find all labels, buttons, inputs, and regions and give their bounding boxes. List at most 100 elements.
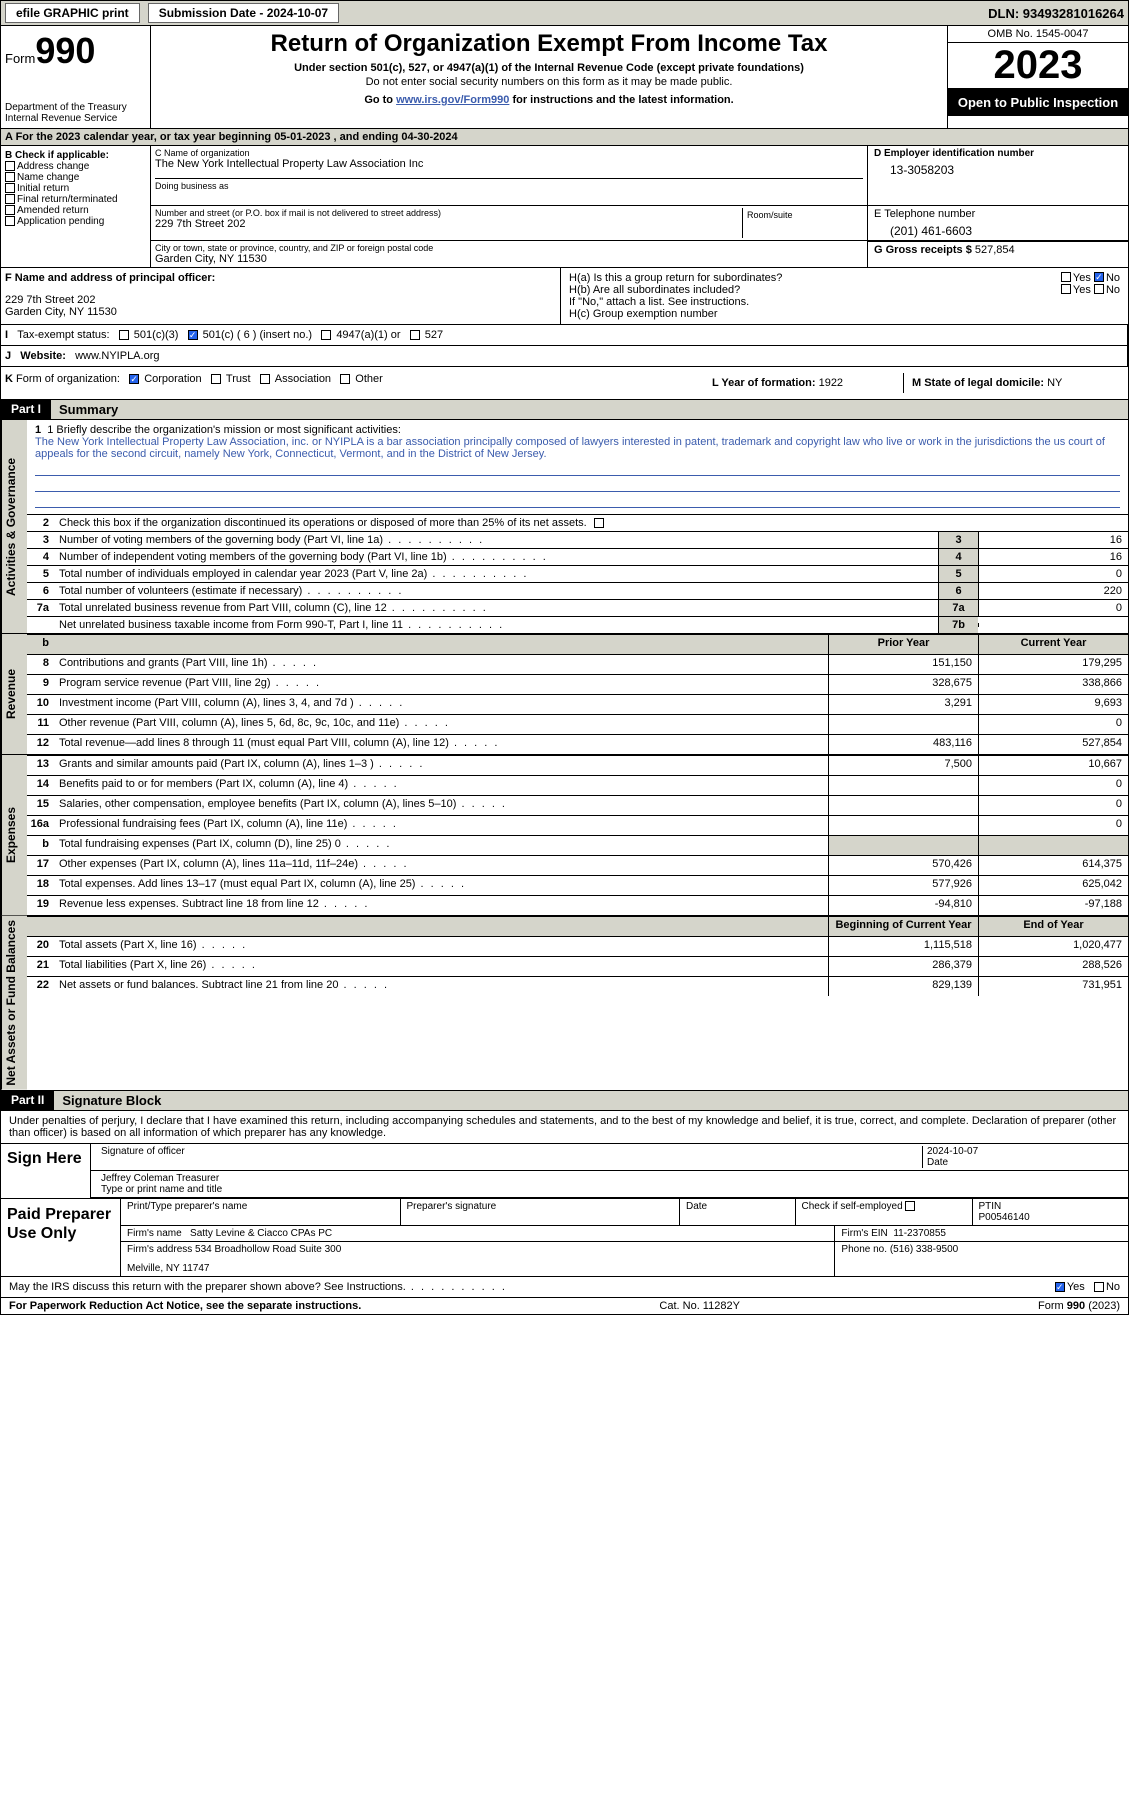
- checkbox-discontinued[interactable]: [594, 518, 604, 528]
- section-revenue: Revenue b Prior Year Current Year 8Contr…: [0, 634, 1129, 755]
- form-ref: Form 990 (2023): [1038, 1300, 1120, 1312]
- addr-value: 229 7th Street 202: [155, 218, 742, 230]
- hb-label: H(b) Are all subordinates included?: [569, 284, 1061, 296]
- room-label: Room/suite: [747, 210, 859, 220]
- f-label: F Name and address of principal officer:: [5, 272, 556, 284]
- checkbox-501c[interactable]: [188, 330, 198, 340]
- current-year-header: Current Year: [978, 635, 1128, 654]
- net-header-row: Beginning of Current Year End of Year: [27, 916, 1128, 936]
- form-header: Form990 Department of the Treasury Inter…: [0, 26, 1129, 129]
- section-b-checkboxes: B Check if applicable: Address change Na…: [1, 146, 151, 267]
- checkbox-discuss-yes[interactable]: [1055, 1282, 1065, 1292]
- checkbox-initial-return[interactable]: [5, 183, 15, 193]
- page-footer: For Paperwork Reduction Act Notice, see …: [0, 1298, 1129, 1315]
- signature-block: Under penalties of perjury, I declare th…: [0, 1111, 1129, 1199]
- header-left: Form990 Department of the Treasury Inter…: [1, 26, 151, 128]
- checkbox-other[interactable]: [340, 374, 350, 384]
- irs-form990-link[interactable]: www.irs.gov/Form990: [396, 94, 509, 106]
- f-addr2: Garden City, NY 11530: [5, 306, 556, 318]
- omb-number: OMB No. 1545-0047: [948, 26, 1128, 43]
- city-cell: City or town, state or province, country…: [151, 241, 868, 267]
- city-value: Garden City, NY 11530: [155, 253, 863, 265]
- checkbox-hb-yes[interactable]: [1061, 284, 1071, 294]
- efile-print-button[interactable]: efile GRAPHIC print: [5, 3, 140, 23]
- row-f-h: F Name and address of principal officer:…: [0, 268, 1129, 325]
- checkbox-final-return[interactable]: [5, 194, 15, 204]
- section-governance: Activities & Governance 1 1 Briefly desc…: [0, 420, 1129, 634]
- sig-date-label: Date: [927, 1157, 1118, 1168]
- eoy-header: End of Year: [978, 917, 1128, 936]
- hc-label: H(c) Group exemption number: [569, 308, 1120, 320]
- section-netassets: Net Assets or Fund Balances Beginning of…: [0, 916, 1129, 1091]
- checkbox-4947[interactable]: [321, 330, 331, 340]
- dba-label: Doing business as: [155, 178, 863, 191]
- irs-label: Internal Revenue Service: [5, 113, 146, 124]
- part2-label: Part II: [1, 1091, 54, 1110]
- ssn-note: Do not enter social security numbers on …: [159, 76, 939, 88]
- fin-row-b: bTotal fundraising expenses (Part IX, co…: [27, 835, 1128, 855]
- addr-label: Number and street (or P.O. box if mail i…: [155, 208, 742, 218]
- bcy-header: Beginning of Current Year: [828, 917, 978, 936]
- section-l: L Year of formation: 1922: [704, 373, 904, 393]
- firm-name: Satty Levine & Ciacco CPAs PC: [190, 1228, 332, 1239]
- checkbox-application-pending[interactable]: [5, 216, 15, 226]
- org-name: The New York Intellectual Property Law A…: [155, 158, 863, 170]
- checkbox-corporation[interactable]: [129, 374, 139, 384]
- mission-block: 1 1 Briefly describe the organization's …: [27, 420, 1128, 514]
- type-label: Type or print name and title: [101, 1184, 1118, 1195]
- addr-cell: Number and street (or P.O. box if mail i…: [151, 206, 868, 240]
- checkbox-501c3[interactable]: [119, 330, 129, 340]
- line-2: 2 Check this box if the organization dis…: [27, 514, 1128, 531]
- gross-label: G Gross receipts $: [874, 244, 972, 256]
- checkbox-ha-yes[interactable]: [1061, 272, 1071, 282]
- checkbox-hb-no[interactable]: [1094, 284, 1104, 294]
- mission-text: The New York Intellectual Property Law A…: [35, 436, 1120, 460]
- vlabel-revenue: Revenue: [1, 634, 27, 754]
- form-title: Return of Organization Exempt From Incom…: [159, 30, 939, 58]
- fin-row-8: 8Contributions and grants (Part VIII, li…: [27, 654, 1128, 674]
- checkbox-discuss-no[interactable]: [1094, 1282, 1104, 1292]
- fin-row-20: 20Total assets (Part X, line 16)1,115,51…: [27, 936, 1128, 956]
- gov-row-5: 5Total number of individuals employed in…: [27, 565, 1128, 582]
- part1-header: Part I Summary: [0, 400, 1129, 420]
- checkbox-ha-no[interactable]: [1094, 272, 1104, 282]
- fin-row-13: 13Grants and similar amounts paid (Part …: [27, 755, 1128, 775]
- section-d-ein: D Employer identification number 13-3058…: [868, 146, 1128, 205]
- firm-city: Melville, NY 11747: [127, 1263, 828, 1274]
- form-number: 990: [35, 30, 95, 71]
- cat-number: Cat. No. 11282Y: [361, 1300, 1038, 1312]
- gov-row-7a: 7aTotal unrelated business revenue from …: [27, 599, 1128, 616]
- checkbox-527[interactable]: [410, 330, 420, 340]
- fin-row-10: 10Investment income (Part VIII, column (…: [27, 694, 1128, 714]
- goto-line: Go to www.irs.gov/Form990 for instructio…: [159, 94, 939, 106]
- fin-row-9: 9Program service revenue (Part VIII, lin…: [27, 674, 1128, 694]
- checkbox-name-change[interactable]: [5, 172, 15, 182]
- row-j: J Website: www.NYIPLA.org: [0, 346, 1129, 367]
- form-word: Form: [5, 51, 35, 66]
- row-i: I Tax-exempt status: 501(c)(3) 501(c) ( …: [0, 325, 1129, 346]
- ptin-value: P00546140: [979, 1212, 1123, 1223]
- fin-row-21: 21Total liabilities (Part X, line 26)286…: [27, 956, 1128, 976]
- fin-row-19: 19Revenue less expenses. Subtract line 1…: [27, 895, 1128, 915]
- checkbox-amended-return[interactable]: [5, 205, 15, 215]
- checkbox-trust[interactable]: [211, 374, 221, 384]
- open-public-badge: Open to Public Inspection: [948, 89, 1128, 116]
- part1-label: Part I: [1, 400, 51, 419]
- paid-preparer-block: Paid Preparer Use Only Print/Type prepar…: [0, 1199, 1129, 1277]
- ein-value: 13-3058203: [874, 159, 1122, 177]
- firm-phone: (516) 338-9500: [890, 1244, 958, 1255]
- f-addr1: 229 7th Street 202: [5, 294, 556, 306]
- sign-here-label: Sign Here: [1, 1144, 91, 1198]
- checkbox-address-change[interactable]: [5, 161, 15, 171]
- section-expenses: Expenses 13Grants and similar amounts pa…: [0, 755, 1129, 916]
- irs-discuss-row: May the IRS discuss this return with the…: [0, 1277, 1129, 1298]
- firm-ein: 11-2370855: [893, 1228, 946, 1239]
- part2-title: Signature Block: [54, 1091, 1128, 1110]
- checkbox-association[interactable]: [260, 374, 270, 384]
- top-bar: efile GRAPHIC print Submission Date - 20…: [0, 0, 1129, 26]
- section-m: M State of legal domicile: NY: [904, 373, 1124, 393]
- section-c-name-row: C Name of organization The New York Inte…: [151, 146, 1128, 206]
- submission-date-button[interactable]: Submission Date - 2024-10-07: [148, 3, 339, 23]
- gross-value: 527,854: [975, 244, 1015, 256]
- checkbox-self-employed[interactable]: [905, 1201, 915, 1211]
